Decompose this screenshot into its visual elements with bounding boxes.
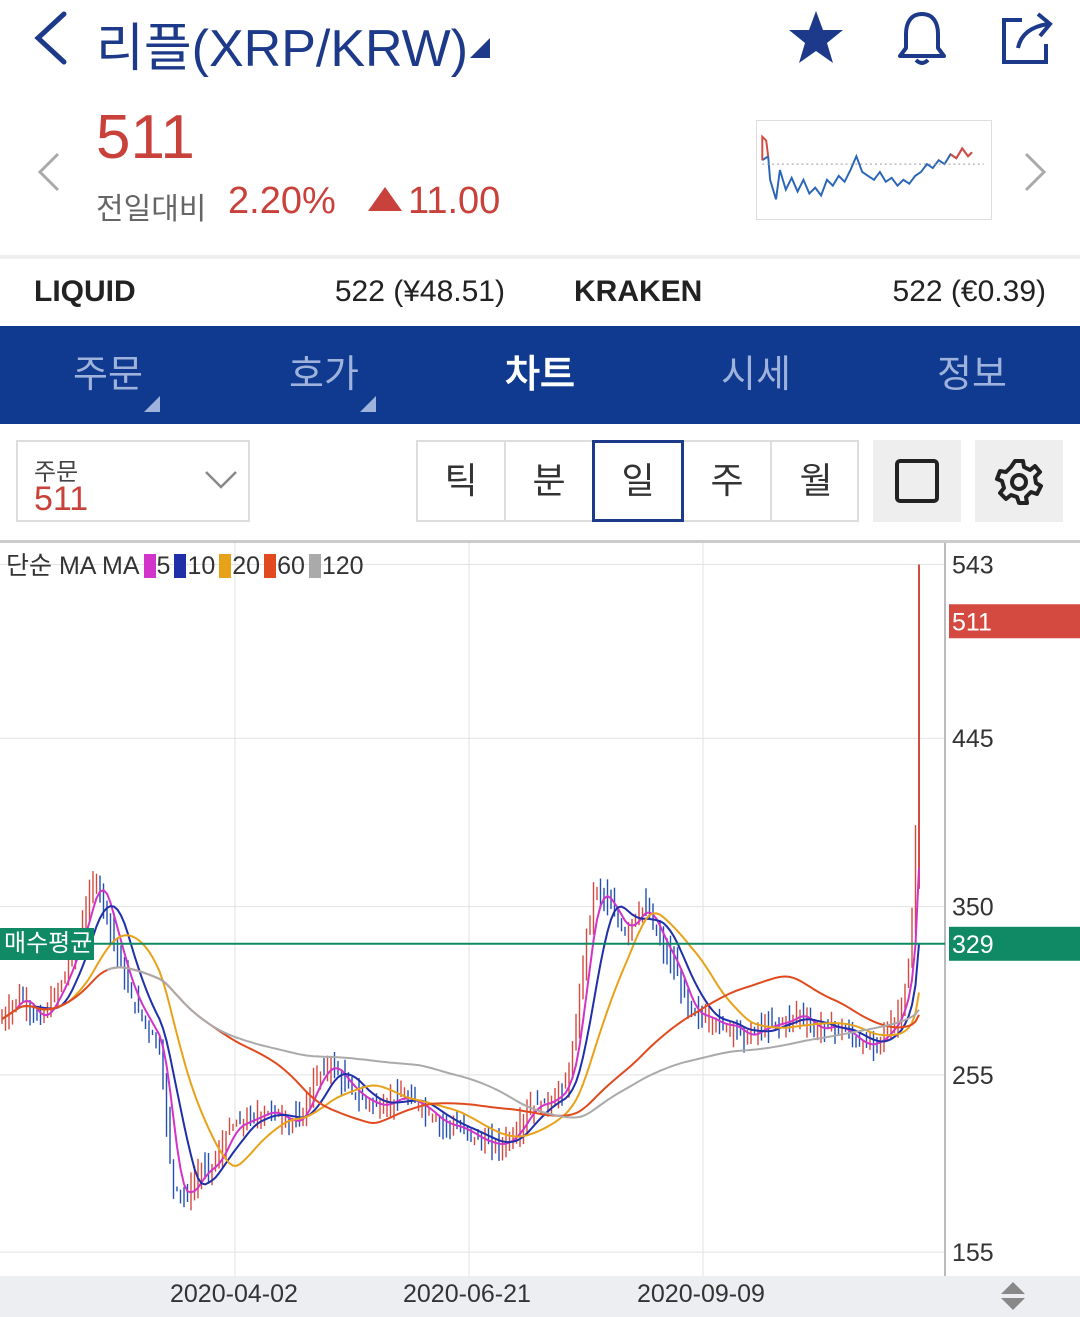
ma20-label: 20: [232, 552, 261, 580]
chart-top-border: [0, 540, 1080, 543]
tab-info[interactable]: 정보: [864, 326, 1080, 424]
ma120-line: [106, 966, 920, 1119]
ma-label-prefix: MA: [102, 552, 140, 580]
tab-label: 주문: [73, 354, 143, 396]
plot-area: [0, 543, 945, 1276]
y-tick-label: 255: [952, 1062, 994, 1090]
ma20-swatch: [219, 554, 232, 578]
change-percent: 2.20%: [228, 180, 336, 222]
ma120-label: 120: [321, 552, 364, 580]
x-axis: 2020-04-02 2020-06-21 2020-09-09: [0, 1276, 1080, 1317]
gear-icon: [995, 459, 1043, 505]
settings-button[interactable]: [975, 440, 1063, 522]
avg-price-value-tag: [949, 926, 1080, 961]
x-tick-label: 2020-09-09: [637, 1280, 765, 1308]
y-axis: 543 445 350 255 155 511 329: [949, 552, 1080, 1267]
square-icon: [895, 459, 939, 503]
change-amount: 11.00: [408, 180, 501, 222]
divider: [0, 255, 1080, 259]
ma120-swatch: [308, 554, 321, 578]
bell-icon[interactable]: [892, 8, 952, 68]
tab-menu-corner-icon: [360, 396, 376, 412]
next-coin-arrow-icon[interactable]: [1020, 150, 1050, 194]
current-price-label: 511: [952, 608, 992, 636]
order-select-label: 주문: [34, 459, 79, 486]
current-price-tag: [949, 604, 1080, 639]
chevron-down-icon: [205, 471, 237, 489]
tab-chart[interactable]: 차트: [432, 326, 648, 424]
up-triangle-icon: [368, 187, 402, 211]
candles: [1, 564, 920, 1211]
tab-menu-corner-icon: [144, 396, 160, 412]
period-minute[interactable]: 분: [506, 442, 594, 520]
tab-label: 차트: [505, 354, 575, 396]
star-icon[interactable]: [786, 8, 846, 68]
exchange-value-liquid: 522 (¥48.51): [334, 275, 505, 308]
x-tick-label: 2020-04-02: [170, 1280, 298, 1308]
tab-order[interactable]: 주문: [0, 326, 216, 424]
fullscreen-button[interactable]: [873, 440, 961, 522]
tab-market-price[interactable]: 시세: [648, 326, 864, 424]
dropdown-triangle-icon[interactable]: [468, 36, 492, 60]
y-tick-label: 155: [952, 1239, 994, 1267]
y-tick-label: 445: [952, 725, 994, 753]
avg-price-value-label: 329: [952, 931, 994, 959]
back-icon[interactable]: [28, 8, 78, 68]
period-tick[interactable]: 틱: [418, 442, 506, 520]
tab-label: 시세: [721, 354, 791, 396]
ma5-label: 5: [156, 552, 171, 580]
ma60-label: 60: [277, 552, 305, 580]
ma10-swatch: [174, 554, 187, 578]
change-label: 전일대비: [96, 193, 207, 226]
change-amount-group: 11.00: [368, 180, 500, 223]
ma5-line: [1, 867, 920, 1194]
price-chart[interactable]: 543 445 350 255 155 511 329: [0, 543, 1080, 1317]
ma-lines: [1, 867, 920, 1194]
mini-price-chart[interactable]: [756, 120, 992, 220]
tab-label: 호가: [289, 354, 359, 396]
avg-price-tag: 매수평균: [0, 927, 94, 960]
y-tick-label: 543: [952, 552, 994, 580]
ma60-swatch: [264, 554, 277, 578]
tab-label: 정보: [937, 354, 1007, 396]
y-tick-label: 350: [952, 894, 994, 922]
order-type-select[interactable]: 주문 511: [16, 440, 250, 522]
prev-coin-arrow-icon[interactable]: [34, 150, 64, 194]
main-tabs: 주문 호가 차트 시세 정보: [0, 326, 1080, 424]
ma10-label: 10: [187, 552, 216, 580]
app-header: 리플(XRP/KRW): [0, 0, 1080, 90]
current-price: 511: [96, 103, 195, 172]
tab-orderbook[interactable]: 호가: [216, 326, 432, 424]
period-month[interactable]: 월: [799, 460, 833, 501]
exchange-name-kraken: KRAKEN: [574, 275, 703, 308]
exchange-name-liquid: LIQUID: [34, 275, 136, 308]
period-day[interactable]: 일: [592, 440, 684, 522]
chart-grid: [0, 543, 946, 1276]
order-select-value: 511: [34, 480, 89, 518]
period-week[interactable]: 주: [684, 442, 772, 520]
exchange-value-kraken: 522 (€0.39): [892, 275, 1046, 308]
coin-title[interactable]: 리플(XRP/KRW): [96, 20, 469, 78]
ma-legend[interactable]: 단순 MA MA 5 10 20 60 120: [6, 546, 364, 582]
period-selector: 틱 분 일 주 월: [416, 440, 859, 522]
scale-toggle-icon[interactable]: [998, 1280, 1028, 1312]
share-icon[interactable]: [998, 8, 1058, 68]
ma10-line: [1, 905, 920, 1186]
ma20-line: [1, 912, 920, 1167]
ma-indicator-label: 단순 MA: [6, 552, 96, 580]
ma5-swatch: [143, 554, 156, 578]
x-tick-label: 2020-06-21: [403, 1280, 531, 1308]
